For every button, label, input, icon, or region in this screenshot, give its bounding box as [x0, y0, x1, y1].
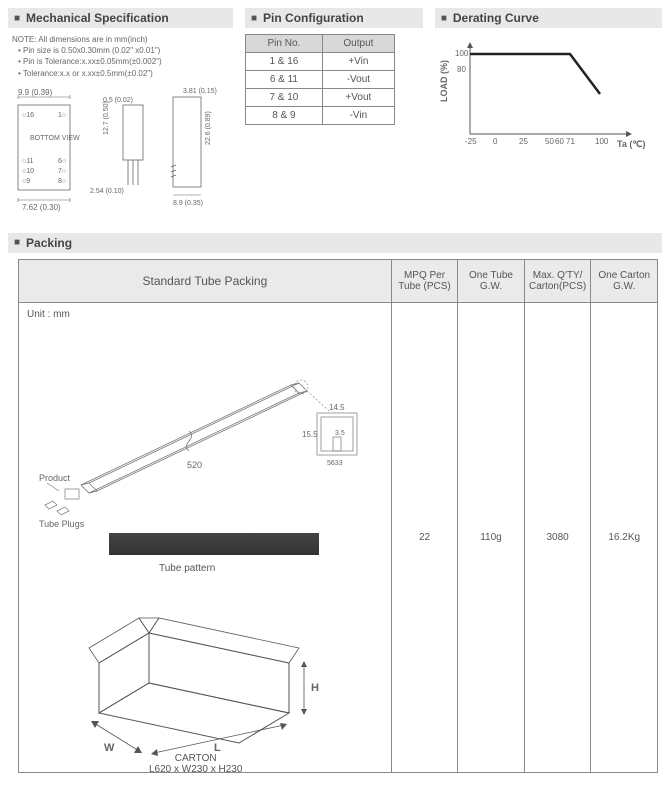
mech-spec-title: Mechanical Specification — [8, 8, 233, 28]
pack-header-3: Max. Q'TY/ Carton(PCS) — [524, 259, 591, 302]
pin-config-title: Pin Configuration — [245, 8, 423, 28]
svg-text:12.7 (0.50): 12.7 (0.50) — [103, 101, 110, 135]
carton-label: CARTON L620 x W230 x H230 — [149, 753, 242, 775]
svg-text:Tube Plugs: Tube Plugs — [39, 519, 85, 529]
svg-text:2.54 (0.10): 2.54 (0.10) — [90, 188, 124, 195]
table-row: 8 & 9-Vin — [246, 107, 395, 125]
note-bullet-1: • Pin is Tolerance:x.xx±0.05mm(±0.002") — [12, 56, 233, 67]
svg-text:22.6 (0.89): 22.6 (0.89) — [205, 111, 212, 145]
svg-text:60: 60 — [555, 137, 564, 146]
mech-drawing: 9.9 (0.39) ○16 1○ BOTTOM VIEW ○11 6○ ○10… — [8, 85, 233, 215]
svg-text:520: 520 — [187, 460, 202, 470]
pack-header-2: One Tube G.W. — [458, 259, 524, 302]
pin-header-0: Pin No. — [246, 35, 323, 53]
svg-text:0: 0 — [493, 137, 498, 146]
svg-text:6○: 6○ — [58, 158, 66, 165]
packing-table: Standard Tube Packing MPQ Per Tube (PCS)… — [18, 259, 658, 773]
note-bullet-0: • Pin size is 0.50x0.30mm (0.02" x0.01") — [12, 45, 233, 56]
derating-section: Derating Curve 100 80 LOAD (%) -25 0 25 … — [435, 8, 662, 215]
mech-notes: NOTE: All dimensions are in mm(inch) • P… — [8, 34, 233, 79]
pack-header-1: MPQ Per Tube (PCS) — [391, 259, 457, 302]
mechanical-spec-section: Mechanical Specification NOTE: All dimen… — [8, 8, 233, 215]
svg-text:LOAD (%): LOAD (%) — [439, 60, 449, 102]
packing-diagram-cell: Unit : mm — [19, 302, 392, 772]
svg-text:Product: Product — [39, 473, 71, 483]
svg-text:71: 71 — [566, 137, 575, 146]
carton-gw-value: 16.2Kg — [591, 302, 658, 772]
dim-top: 9.9 (0.39) — [18, 88, 53, 97]
svg-text:BOTTOM VIEW: BOTTOM VIEW — [30, 135, 80, 142]
packing-section: Packing Standard Tube Packing MPQ Per Tu… — [8, 233, 662, 773]
svg-text:H: H — [311, 682, 319, 694]
svg-text:14.5: 14.5 — [329, 403, 345, 412]
table-row: 1 & 16+Vin — [246, 53, 395, 71]
svg-text:○11: ○11 — [22, 158, 34, 165]
svg-text:80: 80 — [457, 65, 466, 74]
max-qty-value: 3080 — [524, 302, 591, 772]
svg-text:Ta (℃): Ta (℃) — [617, 139, 645, 149]
svg-text:W: W — [104, 742, 115, 754]
pin-config-section: Pin Configuration Pin No. Output 1 & 16+… — [245, 8, 423, 215]
svg-text:5633: 5633 — [327, 460, 343, 467]
svg-text:100: 100 — [455, 49, 469, 58]
derating-title: Derating Curve — [435, 8, 662, 28]
packing-title: Packing — [8, 233, 662, 253]
svg-text:3.5: 3.5 — [335, 430, 345, 437]
table-row: 6 & 11-Vout — [246, 71, 395, 89]
table-row: 7 & 10+Vout — [246, 89, 395, 107]
svg-text:100: 100 — [595, 137, 609, 146]
pin-header-1: Output — [322, 35, 394, 53]
svg-text:-25: -25 — [465, 137, 477, 146]
svg-text:1○: 1○ — [58, 112, 66, 119]
tube-pattern-image — [109, 533, 319, 555]
carton-diagram: H L W — [59, 603, 359, 773]
tube-diagram: 520 14.5 15.5 3.5 5633 Product — [39, 363, 369, 513]
svg-text:7.62 (0.30): 7.62 (0.30) — [22, 203, 61, 212]
note-bullet-2: • Tolerance:x.x or x.xx±0.5mm(±0.02") — [12, 68, 233, 79]
tube-pattern-label: Tube pattern — [159, 563, 215, 574]
svg-text:8○: 8○ — [58, 178, 66, 185]
svg-text:50: 50 — [545, 137, 554, 146]
svg-text:8.9 (0.35): 8.9 (0.35) — [173, 200, 203, 207]
pin-config-table: Pin No. Output 1 & 16+Vin 6 & 11-Vout 7 … — [245, 34, 395, 125]
svg-text:3.81 (0.15): 3.81 (0.15) — [183, 88, 217, 95]
svg-text:○9: ○9 — [22, 178, 30, 185]
mpq-value: 22 — [391, 302, 457, 772]
svg-text:15.5: 15.5 — [302, 430, 318, 439]
derating-chart: 100 80 LOAD (%) -25 0 25 50 60 71 100 Ta… — [435, 34, 645, 154]
svg-text:○16: ○16 — [22, 112, 34, 119]
svg-text:7○: 7○ — [58, 168, 66, 175]
tube-gw-value: 110g — [458, 302, 524, 772]
svg-text:25: 25 — [519, 137, 528, 146]
pack-header-0: Standard Tube Packing — [19, 259, 392, 302]
unit-label: Unit : mm — [27, 309, 70, 320]
note-title: NOTE: All dimensions are in mm(inch) — [12, 34, 233, 45]
pack-header-4: One Carton G.W. — [591, 259, 658, 302]
svg-text:○10: ○10 — [22, 168, 34, 175]
